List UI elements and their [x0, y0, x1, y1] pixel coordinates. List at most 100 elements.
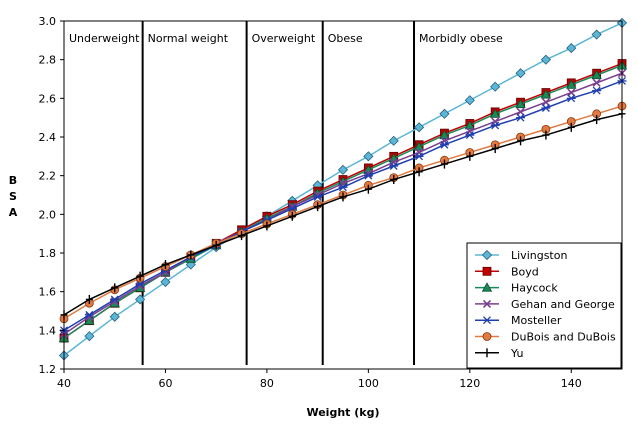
- data-point: [592, 86, 602, 95]
- region-label: Morbidly obese: [419, 32, 503, 45]
- y-tick-label: 1.8: [39, 247, 57, 260]
- data-point: [238, 231, 246, 241]
- data-point: [187, 250, 195, 260]
- region-label: Obese: [328, 32, 363, 45]
- region-label: Underweight: [69, 32, 140, 45]
- tick-labels: 40 60 80 100 120 140 1.2 1.4 1.6 1.8 2.0 2.2 2.4 2.6 2…: [39, 15, 582, 390]
- data-point: [516, 113, 526, 122]
- data-point: [540, 54, 551, 65]
- data-point: [110, 295, 120, 304]
- data-point: [212, 240, 220, 250]
- data-point: [591, 29, 602, 40]
- legend-item: Boyd: [475, 265, 539, 278]
- data-point: [263, 221, 271, 231]
- data-point: [490, 81, 501, 92]
- legend-item: Livingston: [475, 249, 567, 262]
- series-yu: [60, 109, 626, 320]
- y-tick-label: 1.4: [39, 324, 57, 337]
- data-point: [439, 108, 450, 119]
- data-point: [592, 78, 601, 87]
- data-point: [109, 311, 120, 322]
- data-point: [339, 192, 347, 202]
- data-point: [540, 89, 552, 99]
- data-point: [313, 192, 323, 201]
- data-point: [482, 299, 492, 308]
- data-point: [413, 141, 425, 151]
- legend-label: DuBois and DuBois: [511, 331, 616, 344]
- data-point: [567, 122, 575, 132]
- x-tick-label: 80: [260, 377, 274, 390]
- x-tick-label: 60: [158, 377, 172, 390]
- x-axis-title: Weight (kg): [306, 406, 379, 419]
- data-point: [593, 115, 601, 125]
- data-point: [491, 144, 499, 154]
- y-tick-label: 2.2: [39, 170, 57, 183]
- data-point: [84, 315, 95, 325]
- data-point: [439, 129, 450, 140]
- data-point: [136, 271, 144, 281]
- data-point: [439, 140, 449, 149]
- x-tick-label: 120: [459, 377, 480, 390]
- data-point: [490, 121, 500, 130]
- y-tick-label: 1.2: [39, 363, 57, 376]
- legend-box: [466, 242, 622, 369]
- legend-item: Yu: [475, 347, 523, 360]
- y-tick-label: 3.0: [39, 15, 57, 28]
- data-point: [515, 98, 526, 109]
- y-tick-label: 2.0: [39, 208, 57, 221]
- x-tick-label: 40: [57, 377, 71, 390]
- y-tick-label: 1.6: [39, 286, 57, 299]
- data-point: [314, 202, 322, 212]
- data-point: [515, 68, 526, 79]
- data-point: [566, 43, 577, 54]
- data-point: [481, 282, 493, 292]
- legend: Livingston Boyd Haycock Gehan and George Mos…: [466, 242, 622, 369]
- axes: [60, 20, 623, 373]
- data-point: [541, 104, 551, 112]
- legend-label: Gehan and George: [511, 298, 615, 311]
- weight-category-regions: Underweight Normal weight Overweight Obese M…: [69, 21, 503, 365]
- data-point: [161, 260, 169, 270]
- data-point: [481, 249, 493, 261]
- data-point: [135, 294, 146, 305]
- data-point: [160, 276, 171, 288]
- legend-item: Gehan and George: [475, 298, 615, 311]
- legend-label: Boyd: [511, 265, 539, 278]
- data-point: [465, 131, 475, 140]
- data-point: [84, 310, 94, 319]
- data-point: [414, 122, 425, 133]
- data-point: [415, 167, 423, 177]
- data-point: [517, 136, 525, 146]
- data-point: [482, 266, 492, 276]
- data-point: [541, 98, 550, 107]
- data-point: [483, 348, 491, 358]
- data-point: [516, 107, 525, 116]
- legend-item: Haycock: [475, 282, 558, 295]
- region-label: Overweight: [252, 32, 316, 45]
- data-point: [466, 151, 474, 161]
- data-point: [464, 95, 475, 106]
- data-point: [288, 211, 296, 221]
- data-point: [84, 331, 95, 342]
- series-layer: [58, 17, 628, 361]
- data-point: [567, 88, 576, 97]
- data-point: [591, 69, 602, 80]
- y-tick-label: 2.6: [39, 92, 57, 105]
- legend-label: Yu: [510, 347, 523, 360]
- data-point: [482, 332, 492, 341]
- data-point: [364, 184, 372, 194]
- data-point: [390, 175, 398, 185]
- data-point: [85, 294, 93, 304]
- legend-item: DuBois and DuBois: [475, 331, 616, 344]
- data-point: [482, 316, 492, 325]
- data-point: [566, 79, 577, 89]
- data-point: [464, 120, 475, 130]
- x-tick-label: 140: [561, 377, 582, 390]
- data-point: [414, 152, 424, 161]
- legend-label: Livingston: [511, 249, 567, 262]
- data-point: [388, 135, 399, 146]
- data-point: [440, 159, 448, 169]
- data-point: [337, 164, 349, 175]
